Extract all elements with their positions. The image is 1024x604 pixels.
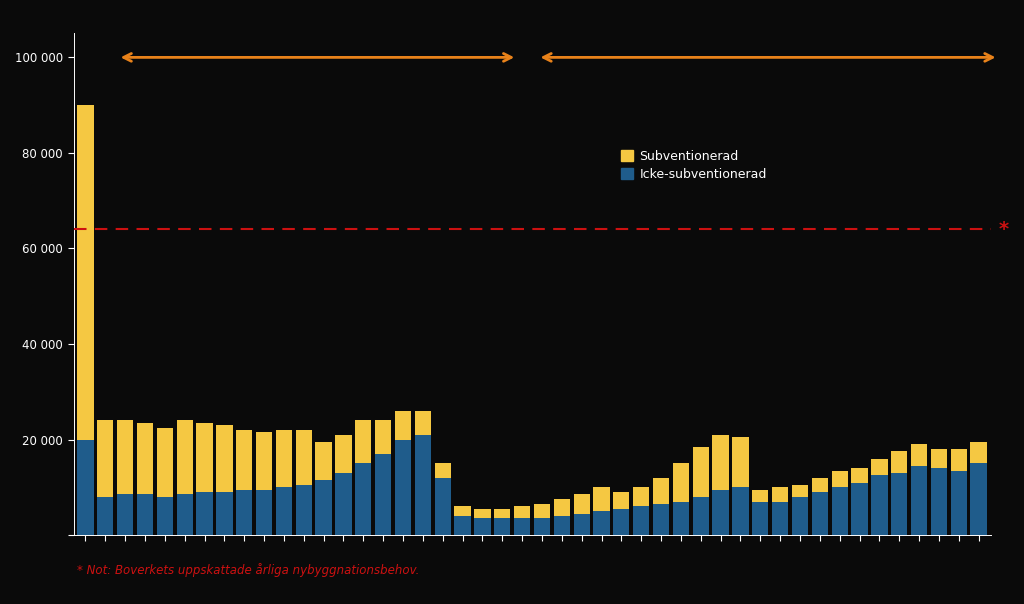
Bar (275, 430, 292, 487)
Bar (395, 440, 412, 535)
Bar (554, 516, 570, 535)
Bar (137, 423, 154, 495)
Bar (514, 518, 530, 535)
Bar (256, 432, 272, 490)
Bar (950, 449, 967, 471)
Bar (375, 420, 391, 454)
Bar (713, 490, 729, 535)
Bar (713, 435, 729, 490)
Bar (772, 502, 788, 535)
Bar (732, 437, 749, 487)
Bar (891, 451, 907, 473)
Bar (157, 497, 173, 535)
Bar (474, 518, 490, 535)
Bar (335, 435, 351, 473)
Bar (573, 495, 590, 513)
Bar (78, 105, 93, 440)
Bar (375, 454, 391, 535)
Bar (237, 430, 252, 490)
Bar (633, 506, 649, 535)
Bar (415, 411, 431, 435)
Bar (971, 442, 987, 463)
Bar (78, 440, 93, 535)
Bar (812, 478, 828, 492)
Bar (495, 509, 510, 518)
Bar (753, 490, 768, 502)
Text: *: * (998, 220, 1009, 239)
Bar (792, 497, 808, 535)
Bar (495, 518, 510, 535)
Bar (275, 487, 292, 535)
Bar (792, 485, 808, 497)
Bar (395, 411, 412, 440)
Bar (434, 463, 451, 478)
Bar (216, 425, 232, 492)
Bar (315, 442, 332, 480)
Bar (237, 490, 252, 535)
Bar (573, 513, 590, 535)
Bar (593, 487, 609, 511)
Bar (831, 487, 848, 535)
Bar (455, 516, 471, 535)
Bar (474, 509, 490, 518)
Bar (335, 473, 351, 535)
Bar (534, 504, 550, 518)
Bar (157, 428, 173, 497)
Bar (296, 485, 312, 535)
Text: * Not: Boverkets uppskattade årliga nybyggnationsbehov.: * Not: Boverkets uppskattade årliga nyby… (77, 563, 419, 577)
Bar (851, 483, 867, 535)
Bar (673, 463, 689, 502)
Bar (753, 502, 768, 535)
Bar (256, 490, 272, 535)
Bar (613, 509, 630, 535)
Bar (692, 497, 709, 535)
Bar (653, 504, 670, 535)
Bar (613, 492, 630, 509)
Bar (176, 495, 193, 535)
Bar (851, 468, 867, 483)
Bar (673, 502, 689, 535)
Bar (911, 445, 927, 466)
Bar (692, 447, 709, 497)
Bar (97, 420, 114, 497)
Bar (593, 511, 609, 535)
Bar (891, 473, 907, 535)
Bar (554, 500, 570, 516)
Bar (315, 480, 332, 535)
Bar (434, 478, 451, 535)
Bar (871, 475, 888, 535)
Bar (534, 518, 550, 535)
Bar (732, 487, 749, 535)
Bar (871, 458, 888, 475)
Bar (455, 506, 471, 516)
Bar (355, 420, 372, 463)
Bar (197, 423, 213, 492)
Bar (931, 449, 947, 468)
Bar (772, 487, 788, 502)
Bar (971, 463, 987, 535)
Bar (197, 492, 213, 535)
Bar (176, 420, 193, 495)
Bar (97, 497, 114, 535)
Bar (296, 430, 312, 485)
Bar (931, 468, 947, 535)
Bar (117, 420, 133, 495)
Bar (117, 495, 133, 535)
Bar (653, 478, 670, 504)
Legend: Subventionerad, Icke-subventionerad: Subventionerad, Icke-subventionerad (621, 150, 767, 181)
Bar (216, 492, 232, 535)
Bar (415, 435, 431, 535)
Bar (514, 506, 530, 518)
Bar (911, 466, 927, 535)
Bar (812, 492, 828, 535)
Bar (355, 463, 372, 535)
Bar (633, 487, 649, 506)
Bar (950, 471, 967, 535)
Bar (137, 495, 154, 535)
Bar (831, 471, 848, 487)
